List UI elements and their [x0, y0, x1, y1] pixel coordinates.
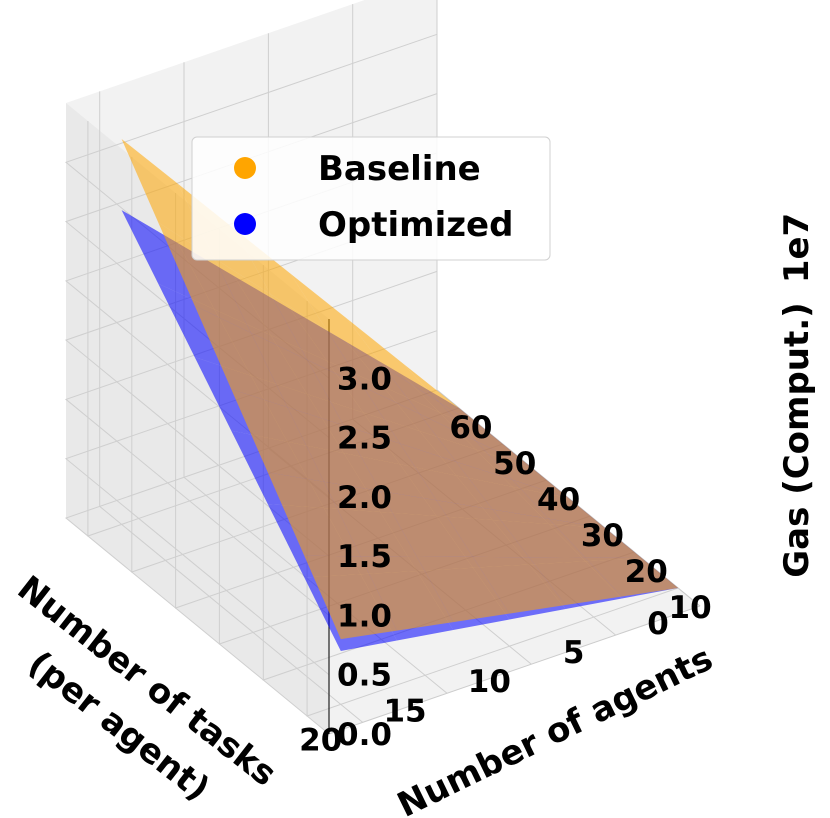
- surface-patch: [360, 556, 454, 631]
- surface-patch: [290, 273, 383, 367]
- z-tick-label: 1.0: [337, 598, 392, 634]
- z-tick-label: 2.5: [337, 421, 392, 457]
- z-tick-label: 2.0: [337, 480, 392, 516]
- y-tick-label: 10: [468, 664, 511, 700]
- surface-patch: [324, 481, 417, 557]
- surface-patch: [475, 441, 569, 498]
- x-tick-label: 50: [493, 446, 536, 482]
- surface-patch: [399, 443, 493, 510]
- surface-patch: [492, 509, 586, 558]
- z-tick-label: 0.5: [337, 658, 392, 694]
- surface-patch: [383, 366, 476, 441]
- z-tick-label: 1.5: [337, 539, 392, 575]
- surface-patch: [346, 318, 440, 403]
- x-tick-label: 10: [669, 590, 712, 626]
- y-tick-label: 20: [299, 722, 342, 758]
- tick-labels: 102030405060051015200.00.51.01.52.02.53.…: [299, 361, 711, 758]
- legend-marker-baseline: [234, 157, 256, 179]
- surface-patch: [304, 555, 397, 640]
- surface-patch: [326, 330, 420, 414]
- surface-patch: [214, 258, 308, 360]
- surface-patch: [439, 402, 532, 468]
- legend: Baseline Optimized: [191, 136, 551, 261]
- z-axis-label: Gas (Comput.): [777, 302, 817, 577]
- x-tick-label: 60: [449, 410, 492, 446]
- legend-box: [191, 136, 551, 261]
- surface-patch: [287, 407, 381, 491]
- surface-patch: [416, 556, 510, 623]
- z-axis-offset-text: 1e7: [777, 213, 817, 283]
- legend-marker-optimized: [234, 213, 256, 235]
- surface-patch: [343, 425, 437, 501]
- surface-patch: [267, 472, 361, 557]
- surface-patch: [529, 557, 622, 605]
- y-tick-label: 5: [563, 635, 585, 671]
- y-tick-label: 15: [383, 693, 426, 729]
- x-tick-label: 40: [537, 482, 580, 518]
- surface-patch: [250, 332, 344, 426]
- surface-patch: [456, 461, 549, 519]
- surface-patch: [512, 479, 605, 528]
- y-tick-label: 0: [647, 606, 669, 642]
- surface-patch: [419, 413, 513, 480]
- surface-patch: [363, 386, 457, 462]
- surface-patch: [231, 389, 324, 482]
- y-axis-line: [328, 605, 701, 735]
- surface-patch: [270, 294, 364, 387]
- legend-label-optimized: Optimized: [318, 205, 513, 245]
- surface-patch: [121, 139, 215, 259]
- surface-patch: [307, 359, 400, 444]
- surface-patch: [380, 491, 473, 557]
- z-tick-label: 3.0: [337, 361, 392, 397]
- surface-patch: [472, 556, 566, 614]
- surface-patch: [194, 305, 288, 408]
- surface-patch: [548, 518, 642, 558]
- z-tick-label: 0.0: [337, 717, 392, 753]
- surface-patch: [436, 500, 530, 558]
- x-tick-label: 30: [581, 518, 624, 554]
- legend-label-baseline: Baseline: [318, 149, 481, 189]
- x-tick-label: 20: [625, 554, 668, 590]
- surface-patch: [402, 363, 496, 438]
- surface-patch: [585, 557, 679, 597]
- surface-patch: [158, 222, 251, 333]
